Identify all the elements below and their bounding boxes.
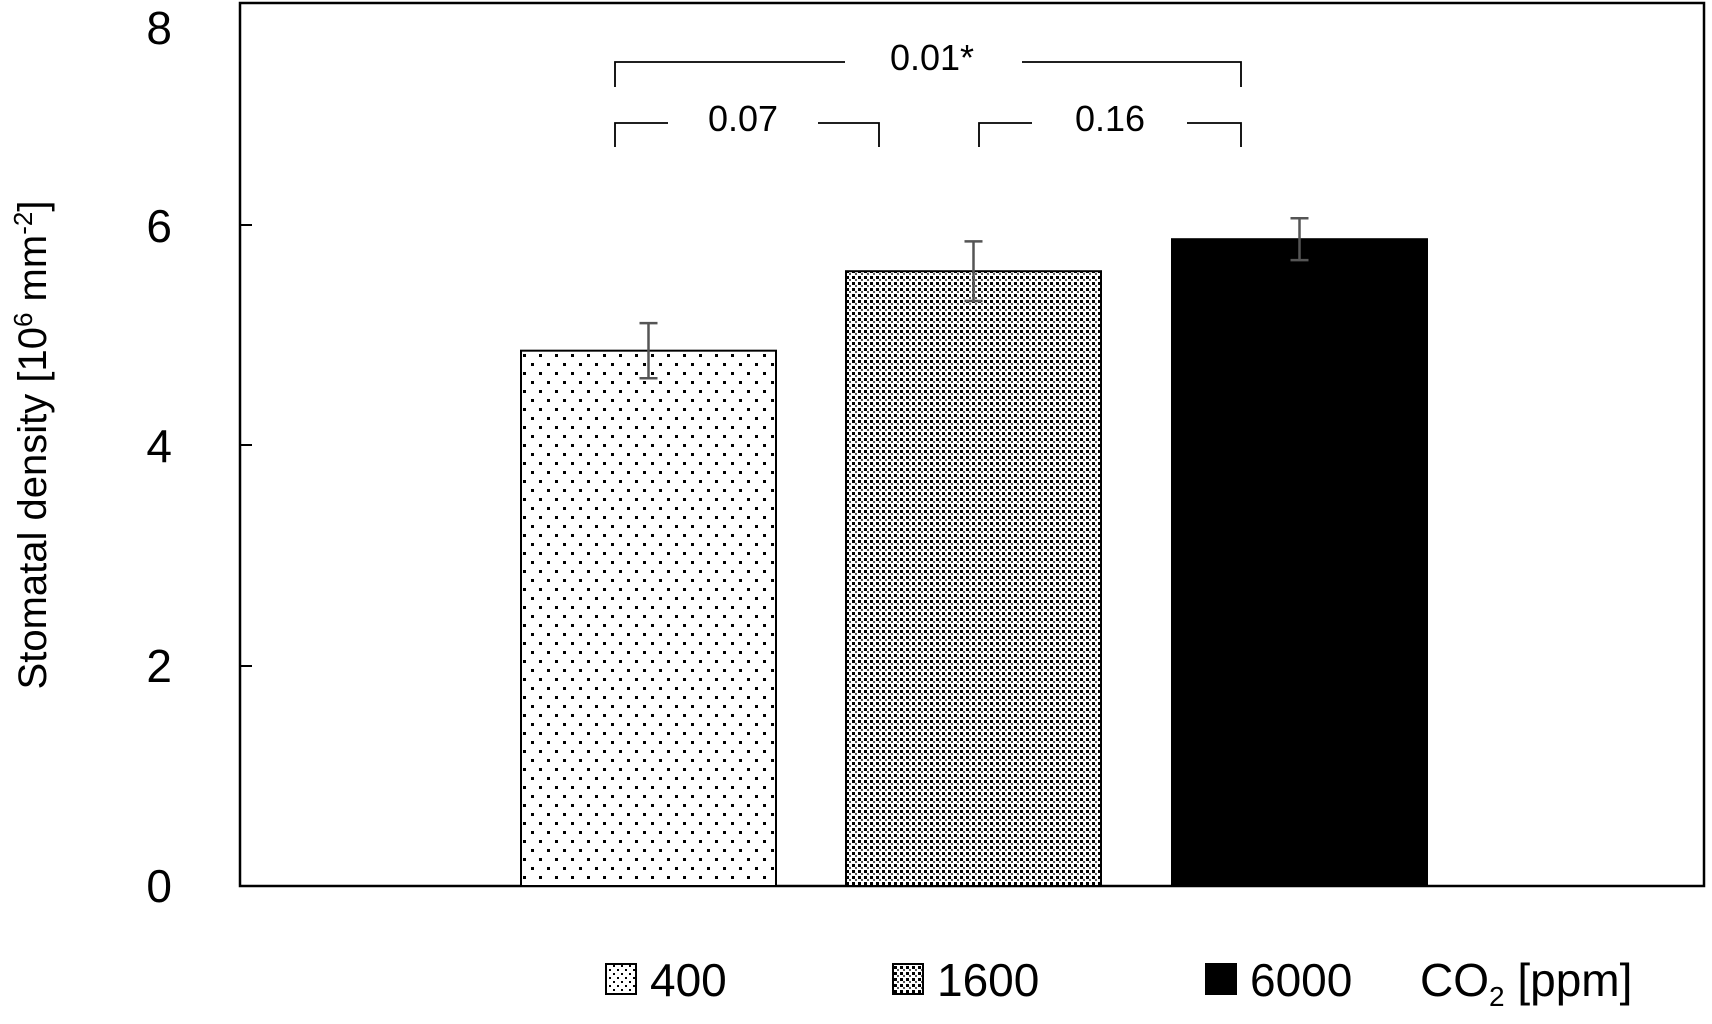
significance-bracket: 0.07: [614, 98, 880, 147]
legend-label: 400: [650, 954, 727, 1006]
legend-swatch-1600: [892, 963, 924, 995]
error-bar-1600: [964, 240, 983, 303]
legend-unit: CO2 [ppm]: [1420, 954, 1632, 1012]
error-bar-400: [639, 321, 658, 380]
y-axis-title-end: ]: [11, 201, 55, 212]
bar-1600: [845, 270, 1102, 887]
y-axis-title-main: Stomatal density [10: [11, 327, 55, 689]
y-axis-title-sup: 6: [8, 313, 38, 327]
y-tick-label: 6: [146, 200, 172, 252]
significance-bracket: 0.01*: [614, 37, 1242, 87]
legend-unit-end: [ppm]: [1505, 954, 1633, 1006]
significance-label: 0.07: [708, 98, 778, 139]
legend-label: 1600: [937, 954, 1039, 1006]
legend-swatch-400: [605, 963, 637, 995]
legend-unit-sub: 2: [1489, 981, 1505, 1012]
legend-label: 6000: [1250, 954, 1352, 1006]
significance-label: 0.16: [1075, 98, 1145, 139]
y-tick-label: 8: [146, 2, 172, 54]
error-bar-6000: [1290, 216, 1309, 262]
y-tick-label: 4: [146, 420, 172, 472]
y-axis-title-sup: -2: [8, 212, 38, 235]
y-tick-label: 2: [146, 640, 172, 692]
significance-bracket: 0.16: [978, 98, 1242, 147]
significance-label: 0.01*: [890, 37, 974, 78]
bars-group: [520, 238, 1428, 887]
legend-swatch-6000: [1205, 963, 1237, 995]
y-axis-title-mid: mm: [11, 235, 55, 313]
y-tick-label: 0: [146, 860, 172, 912]
bar-400: [520, 349, 777, 887]
error-bars-group: [639, 216, 1309, 380]
y-axis-title: Stomatal density [106 mm-2]: [8, 201, 55, 690]
bar-6000: [1171, 238, 1428, 887]
legend-unit-main: CO: [1420, 954, 1489, 1006]
legend: 400 1600 6000 CO2 [ppm]: [605, 954, 1632, 1012]
